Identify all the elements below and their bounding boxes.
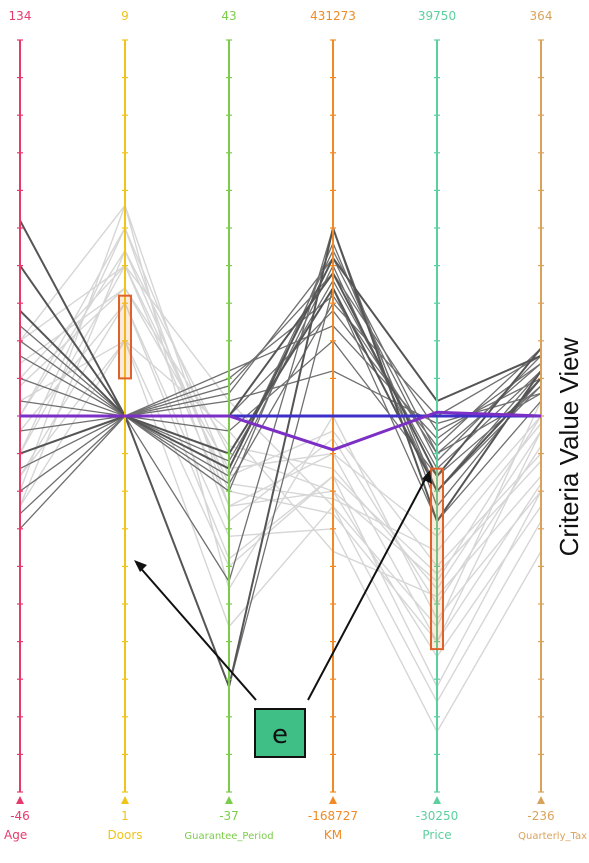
brush-box-price[interactable] <box>430 467 444 651</box>
axis-name-label: KM <box>324 828 342 842</box>
dark-line <box>19 220 542 691</box>
background-line <box>19 339 542 704</box>
background-line <box>19 264 542 553</box>
dark-lines <box>19 220 542 691</box>
axis-drag-handle[interactable] <box>121 796 129 804</box>
highlight-line <box>19 272 542 432</box>
background-line <box>19 226 542 606</box>
axis-min-label: -46 <box>10 809 30 823</box>
axis-max-label: 431273 <box>310 9 356 23</box>
axis-name-label: Guarantee_Period <box>184 831 273 842</box>
callout: e <box>134 470 432 758</box>
dark-line <box>19 286 542 493</box>
axis-name-label: Age <box>4 828 27 842</box>
axis-name-label: Price <box>422 828 451 842</box>
axis-drag-handle[interactable] <box>433 796 441 804</box>
axis-min-label: -37 <box>219 809 239 823</box>
axis-max-label: 43 <box>221 9 236 23</box>
background-line <box>19 248 542 583</box>
axis-min-label: 1 <box>121 809 129 823</box>
axis-name-label: Doors <box>107 828 142 842</box>
highlight-line <box>19 286 542 689</box>
axis-name-label: Quarterly_Tax <box>518 831 587 842</box>
axis-max-label: 364 <box>530 9 553 23</box>
background-line <box>19 264 542 628</box>
dark-line <box>19 271 542 479</box>
axes-group: 134 -46 Age 9 1 Doors 43 -37 Guarantee_Period 431… <box>4 9 587 842</box>
axis-km: 431273 -168727 KM <box>308 9 358 842</box>
callout-arrow-left <box>136 563 257 701</box>
highlight-line <box>19 302 542 485</box>
background-line <box>19 339 542 689</box>
view-title: Criteria Value View <box>554 337 584 556</box>
axis-drag-handle[interactable] <box>225 796 233 804</box>
axis-min-label: -30250 <box>416 809 459 823</box>
axis-drag-handle[interactable] <box>16 796 24 804</box>
brush-box-doors[interactable] <box>118 294 132 380</box>
highlight-line <box>19 294 542 455</box>
axis-max-label: 9 <box>121 9 129 23</box>
selected-lines <box>20 410 542 452</box>
callout-arrowhead-left <box>134 560 147 572</box>
axis-min-label: -168727 <box>308 809 358 823</box>
dark-line <box>19 256 542 470</box>
background-lines <box>19 203 542 734</box>
axis-max-label: 134 <box>9 9 32 23</box>
background-line <box>19 264 542 658</box>
axis-max-label: 39750 <box>418 9 456 23</box>
axis-drag-handle[interactable] <box>329 796 337 804</box>
callout-label: e <box>272 720 288 750</box>
brush-boxes[interactable] <box>118 294 444 651</box>
axis-age: 134 -46 Age <box>4 9 31 842</box>
background-line <box>19 249 542 643</box>
callout-arrowhead-right <box>422 470 432 484</box>
background-line <box>19 301 542 575</box>
axis-drag-handle[interactable] <box>537 796 545 804</box>
callout-box <box>254 708 306 758</box>
highlight-line <box>19 225 542 583</box>
background-line <box>19 203 542 644</box>
callout-arrow-right <box>307 473 429 701</box>
background-line <box>19 301 542 734</box>
axis-min-label: -236 <box>527 809 554 823</box>
purple-selected-line <box>20 410 542 452</box>
